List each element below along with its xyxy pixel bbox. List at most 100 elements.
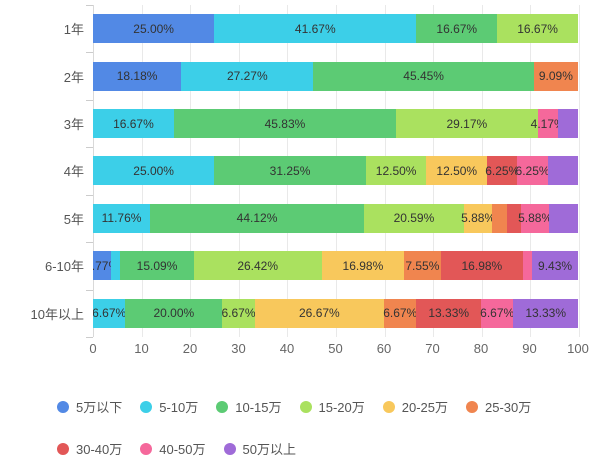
bar-segment[interactable] [492,203,507,233]
segment-label: 16.67% [436,21,478,36]
y-axis-tick [86,242,93,244]
bar-segment[interactable]: 12.50% [426,156,488,186]
bar-row: 10年以上 6.67% 20.00% 6.67% 26.67% 6.67% 13.33% 6.… [0,290,600,337]
legend-item[interactable]: 50万以上 [223,439,296,458]
legend-item[interactable]: 20-25万 [382,397,448,416]
bar-segment[interactable]: 13.33% [513,298,578,328]
legend-item[interactable]: 25-30万 [466,397,531,416]
segment-label: 16.67% [113,116,154,131]
legend-item[interactable]: 5-10万 [140,397,198,416]
bar-segment[interactable] [506,203,521,233]
category-label: 10年以上 [30,306,84,322]
bar-segment[interactable]: 5.88% [461,203,496,233]
bar-segment[interactable]: 27.27% [181,61,314,91]
bar-segment[interactable]: 26.67% [254,298,385,328]
bar-segment[interactable] [111,251,121,281]
segment-label: 9.43% [538,258,573,273]
bar-segment[interactable]: 41.67% [214,14,417,44]
bar-segment[interactable]: 9.43% [532,251,578,281]
x-tick-label: 90 [522,341,537,356]
segment-label: 6.67% [221,306,256,321]
bar-segment[interactable]: 16.67% [497,14,578,44]
bar-segment[interactable]: 12.50% [365,156,427,186]
segment-label: 11.76% [101,211,142,226]
y-axis-tick [86,289,93,291]
bar-segment[interactable]: 16.98% [440,251,524,281]
bar-segment[interactable]: 6.67% [221,298,256,328]
bar-segment[interactable]: 6.67% [383,298,418,328]
bar-segment[interactable]: 26.42% [193,251,322,281]
bar-segment[interactable]: 5.88% [518,203,552,233]
legend-marker-icon [223,442,236,455]
x-tick-label: 70 [425,341,440,356]
bar-segment[interactable] [523,251,533,281]
bar-segment[interactable]: 31.25% [214,156,366,186]
stacked-bar: 11.76% 44.12% 20.59% 5.88% 5.88% [93,203,578,233]
x-tick-label: 80 [473,341,489,356]
legend-label: 50万以上 [242,442,296,457]
bar-segment[interactable]: 4.17% [531,109,565,139]
legend-item[interactable]: 15-20万 [299,397,365,416]
bar-segment[interactable]: 25.00% [93,14,215,44]
bar-segment[interactable]: 44.12% [150,203,364,233]
bar-segment[interactable]: 16.98% [321,251,405,281]
category-label: 2年 [63,69,84,85]
y-axis-tick [86,5,93,6]
bar-segment[interactable]: 7.55% [404,251,441,281]
legend-label: 15-20万 [318,400,365,415]
bar-segment[interactable]: 16.67% [93,109,174,139]
bar-segment[interactable]: 6.25% [515,156,550,186]
bar-segment[interactable]: 45.45% [313,61,534,91]
bar-segment[interactable]: 11.76% [93,203,151,233]
bar-segment[interactable]: 25.00% [93,156,215,186]
segment-label: 6.67% [383,306,418,321]
bar-segment[interactable]: 20.59% [364,203,464,233]
legend: 5万以下 5-10万 10-15万 15-20万 20-25万 25-30万 30-40万 4… [57,397,549,468]
stacked-bar: 16.67% 45.83% 29.17% 4.17% [93,109,578,139]
bar-segment[interactable] [549,203,578,233]
legend-label: 40-50万 [159,442,206,457]
segment-label: 25.00% [133,21,174,36]
y-axis-tick [86,147,93,149]
y-axis-tick [86,194,93,196]
bar-segment[interactable]: 13.33% [416,298,482,328]
legend-marker-icon [466,400,479,413]
bar-rows: 1年 25.00% 41.67% 16.67% 16.67% 2年 18.18% 27.27%… [0,5,600,337]
bar-segment[interactable]: 45.83% [173,109,397,139]
segment-label: 20.00% [153,306,195,321]
legend-item[interactable]: 10-15万 [216,397,282,416]
segment-label: 5.88% [461,211,496,226]
segment-label: 6.25% [515,163,550,178]
legend-item[interactable]: 30-40万 [57,439,122,458]
bar-segment[interactable]: 3.77% [93,251,119,281]
bar-segment[interactable]: 9.09% [533,61,578,91]
bar-segment[interactable]: 18.18% [93,61,182,91]
legend-marker-icon [140,400,153,413]
segment-label: 12.50% [375,163,417,178]
legend-item[interactable]: 5万以下 [57,397,122,416]
x-axis-labels: 0 10 20 30 40 50 60 70 80 90 100 [89,341,588,359]
bar-segment[interactable]: 6.67% [480,298,514,328]
bar-segment[interactable]: 29.17% [396,109,538,139]
legend-label: 25-30万 [485,400,532,415]
x-tick-label: 0 [89,341,97,356]
legend-label: 10-15万 [235,400,282,415]
bar-segment[interactable]: 6.67% [93,298,126,328]
segment-label: 20.59% [393,211,435,226]
bar-segment[interactable]: 16.67% [416,14,498,44]
bar-segment[interactable] [547,156,578,186]
x-tick-label: 60 [376,341,392,356]
bar-segment[interactable]: 20.00% [125,298,223,328]
bar-segment[interactable]: 15.09% [120,251,194,281]
bar-row: 1年 25.00% 41.67% 16.67% 16.67% [0,5,600,52]
stacked-bar: 18.18% 27.27% 45.45% 9.09% [93,61,578,91]
segment-label: 16.67% [517,21,558,36]
bar-segment[interactable] [557,109,578,139]
category-label: 4年 [63,164,84,180]
bar-segment[interactable]: 6.25% [485,156,519,186]
legend-item[interactable]: 40-50万 [140,439,206,458]
segment-label: 31.25% [269,163,311,178]
bar-row: 6-10年 3.77% 15.09% 26.42% 16.98% 7.55% 16.98% 9… [0,242,600,289]
x-tick-label: 30 [231,341,246,356]
bar-row: 4年 25.00% 31.25% 12.50% 12.50% 6.25% 6.25% [0,147,600,194]
